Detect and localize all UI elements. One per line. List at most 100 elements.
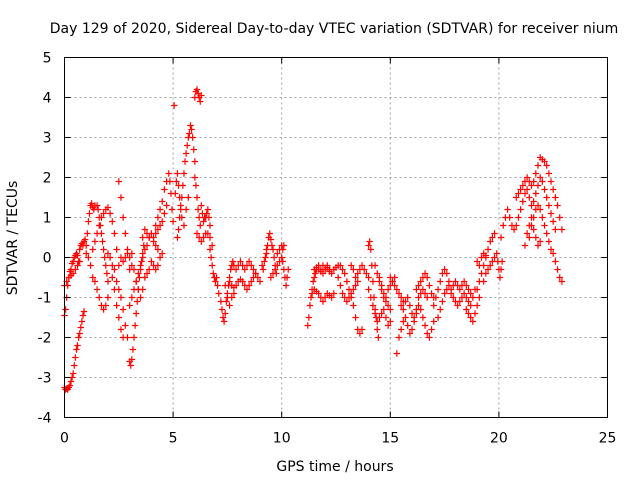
data-point xyxy=(406,330,414,337)
data-point xyxy=(419,314,427,321)
data-point xyxy=(206,246,214,253)
data-point xyxy=(178,214,185,221)
data-point xyxy=(534,202,542,209)
data-point xyxy=(489,234,496,241)
data-point xyxy=(428,326,435,333)
data-point xyxy=(130,334,138,341)
data-point xyxy=(260,266,267,273)
data-point xyxy=(115,314,122,321)
data-point xyxy=(113,246,120,253)
data-point xyxy=(463,294,470,301)
data-point xyxy=(214,282,221,289)
data-point xyxy=(104,204,112,211)
data-point xyxy=(150,238,157,245)
data-point xyxy=(530,178,537,185)
data-point xyxy=(117,326,125,333)
data-point xyxy=(387,306,394,313)
data-point xyxy=(141,246,149,253)
data-point xyxy=(274,262,281,269)
data-point xyxy=(138,258,145,265)
data-point xyxy=(67,378,75,385)
data-point xyxy=(195,214,203,221)
data-point xyxy=(482,252,490,259)
data-point xyxy=(434,314,442,321)
data-point xyxy=(218,306,226,313)
data-point xyxy=(100,246,107,253)
data-point xyxy=(426,282,433,289)
y-tick-label: 2 xyxy=(43,171,52,187)
data-point xyxy=(467,314,474,321)
data-point xyxy=(541,186,548,193)
data-point xyxy=(534,162,542,169)
data-point xyxy=(127,362,134,369)
data-point xyxy=(191,174,199,181)
data-point xyxy=(77,324,84,331)
data-point xyxy=(232,266,240,273)
data-point xyxy=(558,278,566,285)
data-point xyxy=(117,194,125,201)
data-point xyxy=(156,206,164,213)
data-point xyxy=(552,226,559,233)
data-point xyxy=(523,230,531,237)
data-point xyxy=(159,198,166,205)
data-point xyxy=(330,290,338,297)
data-point xyxy=(152,230,159,237)
data-point xyxy=(408,310,416,317)
data-point xyxy=(178,194,185,201)
data-point xyxy=(526,222,533,229)
data-point xyxy=(156,254,164,261)
data-point xyxy=(104,278,112,285)
data-point xyxy=(491,254,498,261)
data-point xyxy=(111,286,118,293)
data-point xyxy=(141,226,149,233)
data-point xyxy=(424,274,431,281)
data-point xyxy=(111,230,118,237)
data-point xyxy=(454,302,461,309)
data-point xyxy=(376,314,383,321)
data-point xyxy=(261,258,268,265)
data-point xyxy=(473,286,481,293)
data-point xyxy=(69,270,77,277)
data-point xyxy=(72,354,79,361)
data-point xyxy=(187,122,194,129)
data-point xyxy=(131,322,139,329)
data-point xyxy=(189,134,196,141)
data-point xyxy=(467,290,474,297)
data-point xyxy=(378,282,385,289)
data-point xyxy=(521,242,529,249)
data-point xyxy=(93,202,101,209)
data-point xyxy=(203,210,210,217)
data-point xyxy=(194,90,202,97)
data-point xyxy=(460,290,468,297)
data-point xyxy=(91,278,99,285)
data-point xyxy=(426,334,433,341)
data-point xyxy=(200,218,207,225)
data-point xyxy=(517,206,524,213)
data-point xyxy=(305,314,313,321)
data-point xyxy=(213,274,220,281)
data-point xyxy=(99,238,106,245)
data-point xyxy=(193,230,201,237)
data-point xyxy=(410,314,418,321)
data-point xyxy=(83,250,90,257)
data-point xyxy=(328,294,335,301)
data-point xyxy=(530,198,537,205)
data-point xyxy=(343,298,351,305)
data-point xyxy=(304,322,311,329)
data-point xyxy=(267,274,275,281)
data-point xyxy=(319,270,327,277)
data-point xyxy=(212,278,219,285)
data-point xyxy=(198,238,205,245)
x-tick-label: 20 xyxy=(490,431,508,447)
data-point xyxy=(321,294,329,301)
data-marks xyxy=(61,86,566,393)
data-point xyxy=(130,266,138,273)
data-point xyxy=(193,194,201,201)
data-point xyxy=(66,382,74,389)
data-point xyxy=(480,278,487,285)
data-point xyxy=(83,242,90,249)
data-point xyxy=(419,286,427,293)
data-point xyxy=(506,214,513,221)
data-point xyxy=(309,278,317,285)
data-point xyxy=(262,254,269,261)
